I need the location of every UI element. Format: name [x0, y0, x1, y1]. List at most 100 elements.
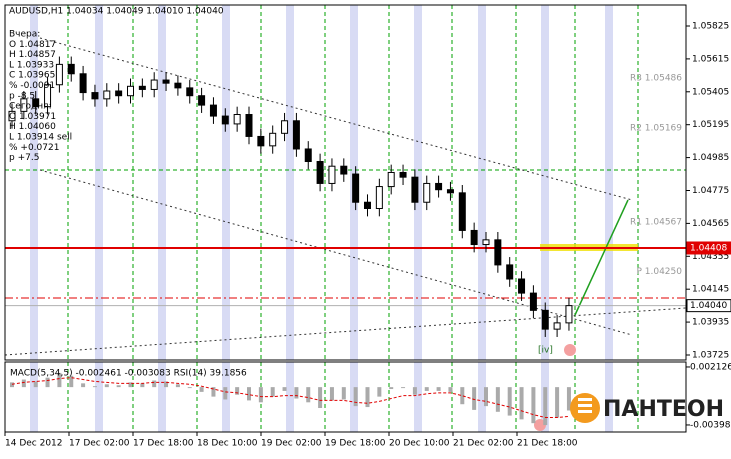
macd-bar — [45, 377, 50, 388]
macd-bar — [306, 387, 311, 403]
macd-bar — [424, 387, 429, 391]
y-tick-label: 1.03935 — [692, 318, 729, 328]
indicator-title: MACD(5,34,5) -0.002461 -0.003083 RSI(14)… — [10, 369, 247, 379]
candle-body — [8, 110, 16, 122]
candle-body — [257, 135, 265, 147]
info-line: C 1.03965 — [9, 71, 55, 81]
candle-body — [67, 63, 75, 75]
macd-bar — [223, 387, 228, 400]
macd-bar — [460, 387, 465, 405]
macd-bar — [10, 382, 14, 388]
macd-bar — [448, 387, 453, 392]
macd-bar — [495, 387, 500, 412]
macd-bar — [247, 387, 251, 401]
candle-body — [565, 305, 573, 324]
wave-label: [iv] — [538, 346, 553, 356]
y-tick-label: 0.002126 — [690, 362, 731, 372]
info-line: % +0.0721 — [9, 143, 59, 153]
info-line: Сегодня: — [9, 102, 52, 112]
macd-bar — [472, 387, 477, 410]
macd-bar — [128, 382, 133, 388]
macd-bar — [92, 386, 97, 388]
candle-body — [221, 115, 229, 125]
macd-bar — [389, 387, 394, 390]
x-tick-label: 19 Dec 18:00 — [325, 439, 386, 449]
macd-bar — [507, 387, 512, 416]
macd-bar — [33, 381, 38, 388]
logo: ПАНТЕОН — [570, 393, 724, 423]
candle-body — [150, 79, 158, 90]
candle-body — [198, 95, 206, 106]
x-tick-label: 17 Dec 02:00 — [69, 439, 130, 449]
candle-body — [482, 239, 490, 246]
candle-body — [44, 84, 52, 108]
candle-body — [91, 92, 99, 100]
candle-body — [79, 73, 87, 94]
y-tick-label: 1.04565 — [692, 219, 729, 229]
y-tick-label: 1.05405 — [692, 87, 729, 97]
macd-bar — [164, 381, 169, 388]
macd-bar — [152, 380, 157, 388]
macd-bar — [187, 387, 192, 389]
macd-bar — [555, 387, 560, 418]
candle-body — [269, 132, 277, 147]
macd-bar — [412, 387, 417, 395]
candle-body — [364, 201, 371, 210]
candle-body — [328, 165, 336, 184]
candle-body — [55, 63, 63, 86]
info-line: p -8.5 — [9, 91, 35, 101]
signal-line — [11, 377, 569, 418]
macd-bar — [175, 384, 180, 388]
info-line: H 1.04060 — [9, 122, 56, 132]
level-tag — [686, 241, 731, 255]
macd-bar — [353, 387, 358, 407]
macd-bar — [21, 379, 26, 388]
macd-bar — [436, 387, 441, 391]
y-tick-label: 1.04985 — [692, 153, 729, 163]
candle-body — [387, 171, 395, 188]
x-tick-label: 19 Dec 02:00 — [261, 439, 322, 449]
indicator-frame — [4, 361, 687, 433]
candle-body — [115, 90, 123, 97]
info-line: L 1.03933 — [9, 60, 54, 70]
macd-bar — [519, 387, 524, 420]
candle-body — [446, 189, 454, 194]
macd-bar — [116, 385, 121, 388]
candle-body — [458, 192, 466, 231]
macd-bar — [69, 375, 74, 388]
info-line: p +7.5 — [9, 153, 39, 163]
main-frame — [4, 4, 687, 361]
candle-body — [399, 171, 407, 178]
x-tick-label: 18 Dec 10:00 — [197, 439, 258, 449]
candle-body — [411, 176, 419, 203]
macd-bar — [401, 387, 406, 389]
candle-body — [103, 90, 111, 100]
pivot-label: R2 1.05169 — [630, 123, 682, 133]
candle-body — [138, 85, 146, 90]
candle-body — [174, 82, 182, 89]
macd-bar — [365, 387, 370, 408]
candle-body — [316, 161, 324, 184]
candle-body — [423, 182, 431, 203]
candle-body — [20, 98, 28, 112]
macd-bar — [377, 387, 382, 397]
level-tag — [686, 299, 731, 313]
x-tick-label: 21 Dec 18:00 — [517, 439, 578, 449]
macd-bar — [484, 387, 488, 407]
candle-body — [186, 87, 194, 97]
candle-body — [233, 114, 241, 125]
macd-bar — [531, 387, 536, 424]
candle-body — [541, 309, 549, 330]
candle-body — [281, 120, 289, 134]
candle-body — [245, 114, 253, 137]
x-tick-label: 20 Dec 10:00 — [389, 439, 450, 449]
pivot-label: R3 1.05486 — [630, 74, 682, 84]
y-tick-label: 1.05615 — [692, 54, 729, 64]
candle-body — [340, 165, 348, 175]
macd-bar — [258, 387, 263, 403]
candle-body — [553, 322, 561, 330]
plot: 1.05825 1.05615 1.05405 1.05195 1.04985 1.047… — [4, 21, 731, 436]
level-label: 1.04040 — [690, 301, 727, 311]
candle-body — [529, 292, 537, 311]
